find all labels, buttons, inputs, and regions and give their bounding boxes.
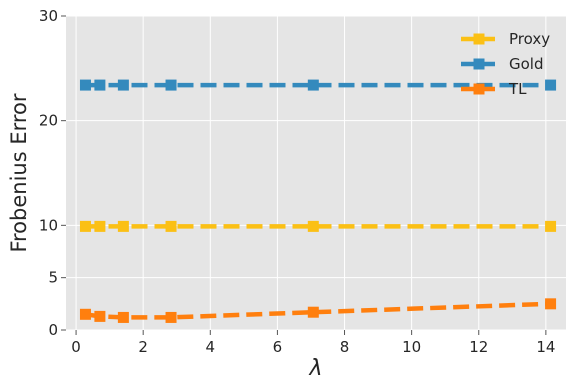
x-tick-label: 14 xyxy=(536,338,555,356)
x-tick-label: 10 xyxy=(402,338,421,356)
data-point-proxy xyxy=(79,220,91,232)
data-point-gold xyxy=(545,79,557,91)
legend-label-proxy: Proxy xyxy=(509,30,550,48)
data-point-tl xyxy=(165,311,177,323)
y-tick-label: 30 xyxy=(39,7,58,25)
x-tick-label: 0 xyxy=(71,338,81,356)
data-point-gold xyxy=(117,79,129,91)
data-point-gold xyxy=(79,79,91,91)
legend-marker-tl xyxy=(473,83,485,95)
data-point-proxy xyxy=(165,220,177,232)
data-point-tl xyxy=(94,310,106,322)
data-point-tl xyxy=(79,308,91,320)
axis-ticks: 0 2 4 6 8 10 12 14 0 5 10 20 30 xyxy=(39,7,556,356)
data-point-tl xyxy=(545,298,557,310)
y-tick-label: 0 xyxy=(48,321,58,339)
data-point-gold xyxy=(94,79,106,91)
data-point-gold xyxy=(307,79,319,91)
x-tick-label: 4 xyxy=(206,338,216,356)
data-point-tl xyxy=(117,311,129,323)
y-tick-label: 10 xyxy=(39,216,58,234)
legend-label-gold: Gold xyxy=(509,55,544,73)
legend-label-tl: TL xyxy=(508,80,527,98)
y-axis-title: Frobenius Error xyxy=(7,93,31,252)
legend-marker-gold xyxy=(473,58,485,70)
data-point-proxy xyxy=(545,220,557,232)
y-tick-label: 5 xyxy=(48,269,58,287)
legend: Proxy Gold TL xyxy=(461,30,550,98)
data-point-proxy xyxy=(94,220,106,232)
data-point-proxy xyxy=(307,220,319,232)
x-axis-title: λ xyxy=(308,356,322,377)
legend-marker-proxy xyxy=(473,33,485,45)
data-point-gold xyxy=(165,79,177,91)
series-layer xyxy=(79,79,557,323)
x-tick-label: 6 xyxy=(273,338,283,356)
data-point-tl xyxy=(307,306,319,318)
x-tick-label: 12 xyxy=(469,338,488,356)
x-tick-label: 8 xyxy=(340,338,350,356)
y-tick-label: 20 xyxy=(39,112,58,130)
data-point-proxy xyxy=(117,220,129,232)
x-tick-label: 2 xyxy=(138,338,148,356)
